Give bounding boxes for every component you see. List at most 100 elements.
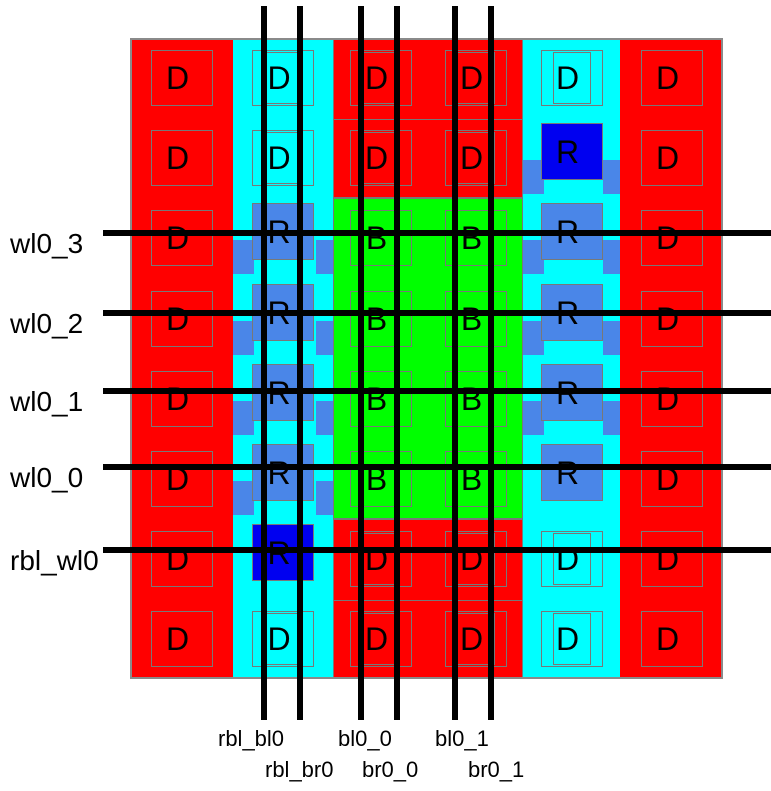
cell-letter: D [165,621,190,657]
dummy-cell-nested-r6c3 [444,531,507,587]
cell-letter: B [460,461,483,497]
wordline-label-wl0_3: wl0_3 [10,228,84,259]
well-tab-right-replica-cell-light-r4c4 [603,401,620,435]
wordline-wl0_0 [103,464,771,470]
cell-letter: D [165,60,190,96]
well-tab-left-replica-cell-dark-r1c4 [523,160,544,194]
wordline-label-wl0_0: wl0_0 [10,462,84,493]
well-tab-left-replica-cell-light-r2c4 [523,240,544,274]
replica-cell-light-r5c4 [540,444,603,501]
dummy-cell-nested-r0c4 [540,50,603,106]
dummy-cell-nested-r6c4 [540,531,603,587]
cell-letter: D [267,60,291,96]
bitline-bl0_1 [452,6,458,720]
dummy-cell-nested-r1c3 [444,130,507,186]
cell-letter: B [365,461,388,497]
well-tab-right-replica-cell-light-r2c4 [603,240,620,274]
dummy-cell-nested-r6c4-inner [552,533,591,585]
cell-letter: D [555,60,580,96]
bitline-label-br0_1: br0_1 [468,757,525,782]
dummy-cell-nested-r7c2 [349,611,412,667]
dummy-cell-r2c0 [150,210,213,266]
bitcell-r3c3 [444,291,507,347]
dummy-cell-r0c5 [640,50,703,106]
dummy-cell-r0c0 [150,50,213,106]
well-tab-left-replica-cell-light-r3c4 [523,321,544,355]
bitline-label-bl0_1: bl0_1 [435,726,489,751]
cell-letter: D [655,140,680,176]
cell-letter: D [655,60,680,96]
bitcell-r3c2 [349,291,412,347]
dummy-cell-r1c5 [640,130,703,186]
dummy-cell-r4c5 [640,371,703,427]
dummy-cell-r1c0 [150,130,213,186]
dummy-cell-r4c0 [150,371,213,427]
array-border [130,38,723,679]
dummy-cell-nested-r0c4-inner [552,52,591,104]
cell-letter: D [555,621,580,657]
row-divider [334,600,522,601]
bitline-br0_0 [394,6,400,720]
bitline-rbl_br0 [297,6,303,720]
cell-letter: D [364,621,389,657]
bitcell-r2c3 [444,210,507,266]
bitcell-r4c3 [444,371,507,427]
cell-letter: D [459,140,484,176]
dummy-cell-r3c0 [150,291,213,347]
cell-letter: D [267,140,291,176]
dummy-cell-nested-r0c1 [252,50,314,106]
bitline-label-br0_0: br0_0 [362,757,419,782]
dummy-cell-r7c5 [640,611,703,667]
cell-letter: D [165,140,190,176]
dummy-cell-r2c5 [640,210,703,266]
dummy-cell-r5c5 [640,451,703,507]
cell-letter: D [459,60,484,96]
dummy-cell-nested-r0c3 [444,50,507,106]
dummy-cell-nested-r7c3 [444,611,507,667]
bitcell-r5c3 [444,451,507,507]
wordline-wl0_3 [103,230,771,236]
bitline-label-rbl_bl0: rbl_bl0 [218,726,285,751]
bitline-label-bl0_0: bl0_0 [338,726,392,751]
dummy-cell-r6c5 [640,531,703,587]
bitline-label-rbl_br0: rbl_br0 [265,757,334,782]
well-tab-left-replica-cell-light-r4c1 [233,401,254,435]
bitline-bl0_0 [358,6,364,720]
well-tab-right-replica-cell-light-r4c1 [316,401,333,435]
cell-letter: D [655,461,680,497]
wordline-label-wl0_2: wl0_2 [10,308,84,339]
dummy-cell-nested-r7c4-inner [552,613,591,665]
dummy-cell-r5c0 [150,451,213,507]
bitcell-r5c2 [349,451,412,507]
bitline-br0_1 [488,6,494,720]
dummy-cell-r7c0 [150,611,213,667]
dummy-cell-nested-r7c4 [540,611,603,667]
dummy-cell-nested-r1c2 [349,130,412,186]
cell-letter: R [555,133,580,170]
dummy-cell-nested-r0c2 [349,50,412,106]
well-tab-left-replica-cell-light-r3c1 [233,321,254,355]
well-tab-right-replica-cell-light-r5c1 [316,481,333,515]
well-tab-left-replica-cell-light-r5c1 [233,481,254,515]
dummy-cell-r3c5 [640,291,703,347]
wordline-rbl_wl0 [103,547,771,553]
dummy-cell-r6c0 [150,531,213,587]
well-tab-right-replica-cell-dark-r1c4 [603,160,620,194]
cell-letter: D [364,140,389,176]
cell-letter: D [165,461,190,497]
well-tab-right-replica-cell-light-r3c1 [316,321,333,355]
cell-letter: D [364,60,389,96]
wordline-label-wl0_1: wl0_1 [10,386,84,417]
wordline-wl0_1 [103,388,771,394]
well-tab-right-replica-cell-light-r2c1 [316,240,333,274]
wordline-label-rbl_wl0: rbl_wl0 [10,545,99,576]
well-tab-right-replica-cell-light-r3c4 [603,321,620,355]
cell-letter: D [459,621,484,657]
bitcell-r4c2 [349,371,412,427]
dummy-cell-nested-r6c2 [349,531,412,587]
well-tab-left-replica-cell-light-r2c1 [233,240,254,274]
dummy-cell-nested-r1c1 [252,130,314,186]
row-divider [334,119,522,120]
bitline-rbl_bl0 [261,6,267,720]
